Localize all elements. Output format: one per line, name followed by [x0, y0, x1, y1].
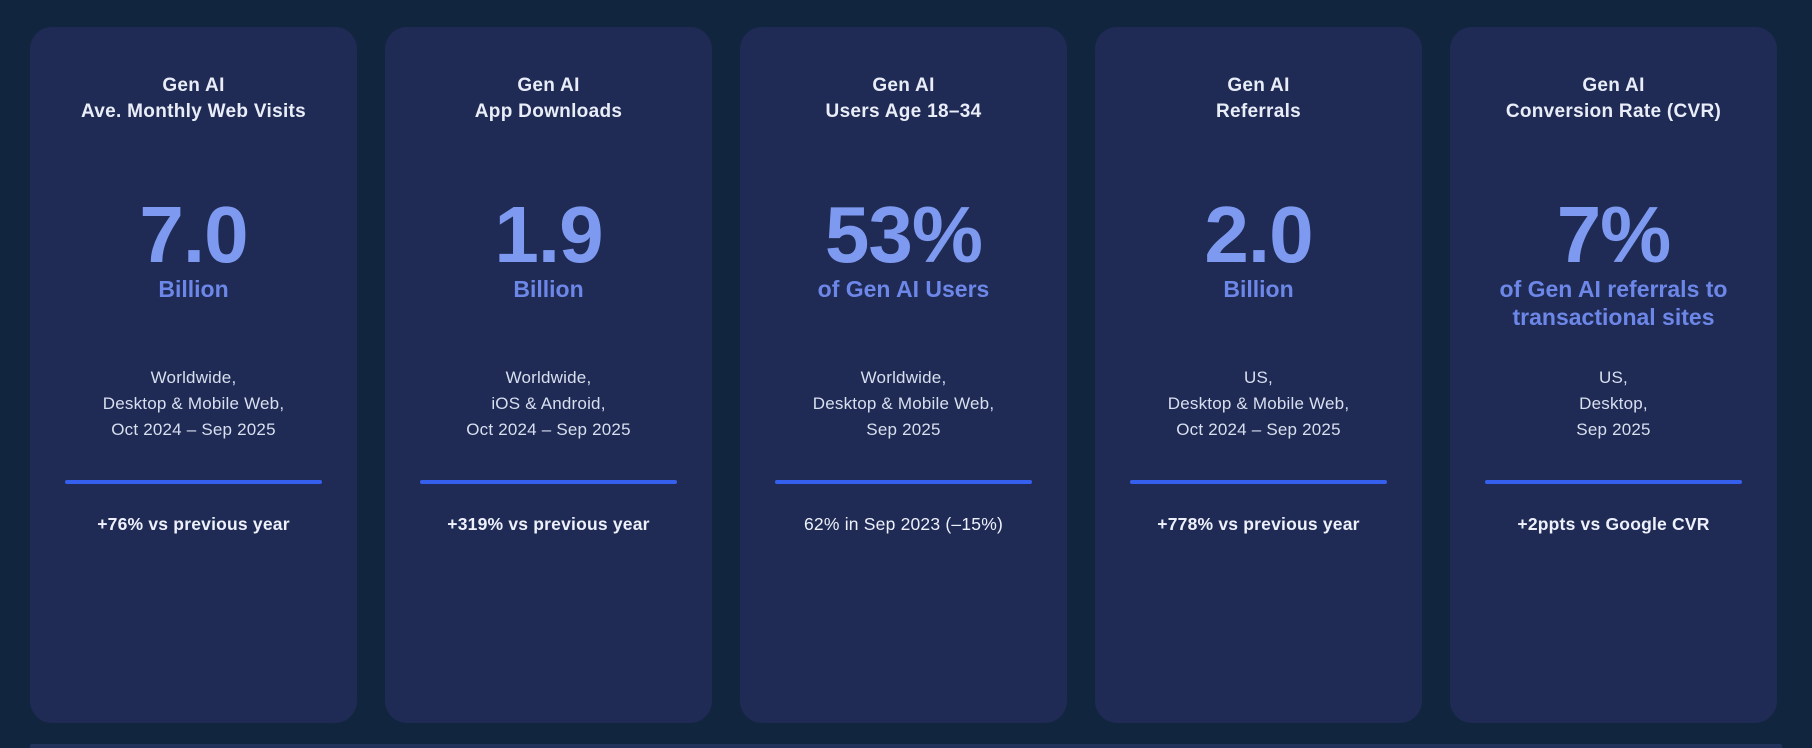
- metric-scope: Worldwide, iOS & Android, Oct 2024 – Sep…: [466, 365, 630, 443]
- metric-value: 53%: [824, 190, 983, 279]
- metric-block: 2.0 Billion: [1204, 152, 1313, 365]
- comparison-stat: +76% vs previous year: [97, 514, 290, 534]
- stat-card-conversion-rate: Gen AI Conversion Rate (CVR) 7% of Gen A…: [1450, 27, 1777, 723]
- kpi-cards-row: Gen AI Ave. Monthly Web Visits 7.0 Billi…: [30, 27, 1777, 723]
- card-title-line2: App Downloads: [474, 101, 623, 122]
- metric-value: 1.9: [494, 190, 603, 279]
- metric-block: 7% of Gen AI referrals to transactional …: [1483, 152, 1745, 365]
- metric-block: 7.0 Billion: [139, 152, 248, 365]
- card-title-line1: Gen AI: [517, 75, 580, 96]
- scope-region: US,: [1244, 368, 1273, 387]
- scope-platform: Desktop,: [1579, 394, 1648, 413]
- card-title: Gen AI Ave. Monthly Web Visits: [81, 73, 306, 152]
- card-title: Gen AI Referrals: [1216, 73, 1301, 152]
- metric-block: 1.9 Billion: [494, 152, 603, 365]
- bottom-edge-strip: [30, 744, 1782, 748]
- comparison-stat: +319% vs previous year: [447, 514, 650, 534]
- metric-block: 53% of Gen AI Users: [818, 152, 990, 365]
- stat-card-app-downloads: Gen AI App Downloads 1.9 Billion Worldwi…: [385, 27, 712, 723]
- metric-unit: Billion: [1223, 276, 1294, 302]
- divider-line: [775, 480, 1032, 484]
- metric-value: 7.0: [139, 190, 248, 279]
- metric-scope: US, Desktop & Mobile Web, Oct 2024 – Sep…: [1168, 365, 1350, 443]
- scope-region: Worldwide,: [505, 368, 592, 387]
- scope-platform: Desktop & Mobile Web,: [1167, 394, 1350, 413]
- card-title-line2: Conversion Rate (CVR): [1505, 101, 1722, 122]
- scope-period: Oct 2024 – Sep 2025: [1176, 420, 1341, 439]
- card-title-line2: Users Age 18–34: [825, 101, 982, 122]
- scope-platform: iOS & Android,: [491, 394, 606, 413]
- metric-unit: Billion: [513, 276, 584, 302]
- comparison-stat: +2ppts vs Google CVR: [1517, 514, 1710, 534]
- scope-region: Worldwide,: [150, 368, 237, 387]
- stat-card-web-visits: Gen AI Ave. Monthly Web Visits 7.0 Billi…: [30, 27, 357, 723]
- card-title-line2: Ave. Monthly Web Visits: [80, 101, 307, 122]
- comparison-stat: +778% vs previous year: [1157, 514, 1360, 534]
- divider-line: [1130, 480, 1387, 484]
- scope-platform: Desktop & Mobile Web,: [812, 394, 995, 413]
- scope-region: Worldwide,: [860, 368, 947, 387]
- metric-scope: US, Desktop, Sep 2025: [1576, 365, 1650, 443]
- divider-line: [420, 480, 677, 484]
- card-title-line1: Gen AI: [1227, 75, 1290, 96]
- card-title-line2: Referrals: [1215, 101, 1302, 122]
- scope-period: Sep 2025: [866, 420, 941, 439]
- card-title: Gen AI Users Age 18–34: [826, 73, 982, 152]
- card-title-line1: Gen AI: [162, 75, 225, 96]
- metric-scope: Worldwide, Desktop & Mobile Web, Sep 202…: [813, 365, 995, 443]
- scope-platform: Desktop & Mobile Web,: [102, 394, 285, 413]
- divider-line: [65, 480, 322, 484]
- card-title: Gen AI Conversion Rate (CVR): [1506, 73, 1721, 152]
- stat-card-users-age: Gen AI Users Age 18–34 53% of Gen AI Use…: [740, 27, 1067, 723]
- divider-line: [1485, 480, 1742, 484]
- scope-period: Oct 2024 – Sep 2025: [466, 420, 631, 439]
- metric-value: 7%: [1556, 190, 1672, 279]
- card-title-line1: Gen AI: [1582, 75, 1645, 96]
- metric-unit: of Gen AI referrals to transactional sit…: [1499, 276, 1728, 330]
- scope-period: Oct 2024 – Sep 2025: [111, 420, 276, 439]
- metric-value: 2.0: [1204, 190, 1313, 279]
- metric-unit: Billion: [158, 276, 229, 302]
- metric-unit: of Gen AI Users: [817, 276, 990, 302]
- card-title-line1: Gen AI: [872, 75, 935, 96]
- scope-region: US,: [1599, 368, 1628, 387]
- scope-period: Sep 2025: [1576, 420, 1651, 439]
- card-title: Gen AI App Downloads: [475, 73, 622, 152]
- metric-scope: Worldwide, Desktop & Mobile Web, Oct 202…: [103, 365, 285, 443]
- comparison-stat: 62% in Sep 2023 (–15%): [804, 514, 1003, 534]
- stat-card-referrals: Gen AI Referrals 2.0 Billion US, Desktop…: [1095, 27, 1422, 723]
